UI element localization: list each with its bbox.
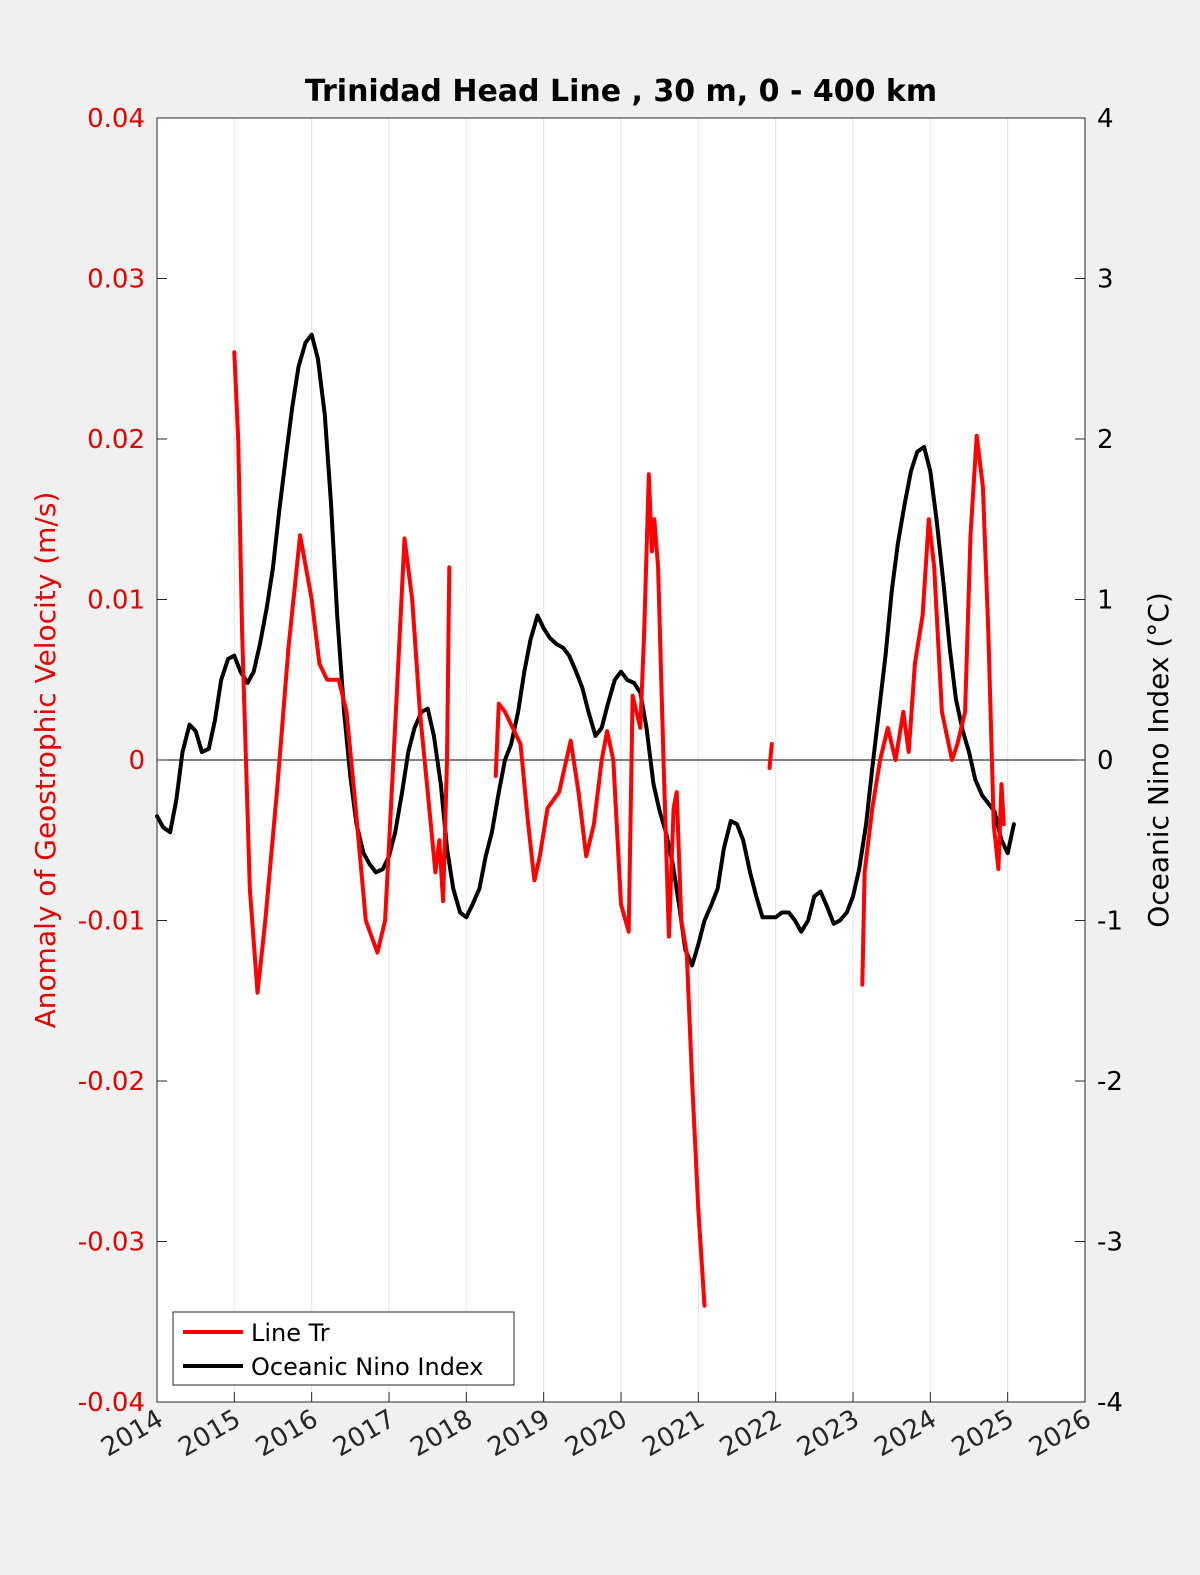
x-tick-label-2021: 2021 xyxy=(638,1404,710,1463)
series-line-tr-segment-1 xyxy=(493,472,707,1308)
right-tick-label-7: -3 xyxy=(1097,1228,1123,1258)
legend-label-line-tr: Line Tr xyxy=(251,1319,330,1347)
series-line-tr-segment-3 xyxy=(860,433,1006,987)
chart-title: Trinidad Head Line , 30 m, 0 - 400 km xyxy=(305,74,937,109)
right-y-axis: 4 3 2 1 0 -1 -2 -3 -4 xyxy=(1075,104,1123,1418)
right-tick-label-5: -1 xyxy=(1097,907,1123,937)
x-tick-label-2016: 2016 xyxy=(251,1404,323,1463)
left-tick-label-8: -0.04 xyxy=(78,1388,145,1418)
left-tick-label-0: 0.04 xyxy=(87,104,145,134)
x-tick-label-2017: 2017 xyxy=(328,1404,400,1463)
x-tick-label-2025: 2025 xyxy=(947,1404,1019,1463)
x-axis: 2014 2015 2016 2017 2018 2019 2020 2021 2022 2023… xyxy=(96,1392,1097,1463)
right-tick-label-6: -2 xyxy=(1097,1067,1123,1097)
x-tick-label-2018: 2018 xyxy=(406,1404,478,1463)
x-tick-label-2015: 2015 xyxy=(174,1404,246,1463)
right-tick-label-3: 1 xyxy=(1097,586,1114,616)
x-tick-label-2026: 2026 xyxy=(1024,1404,1096,1463)
x-tick-label-2020: 2020 xyxy=(560,1404,632,1463)
right-tick-label-4: 0 xyxy=(1097,746,1114,776)
legend: Line Tr Oceanic Nino Index xyxy=(172,1311,515,1386)
left-tick-label-1: 0.03 xyxy=(87,265,145,295)
series-line-tr-segment-2 xyxy=(767,742,774,770)
right-y-axis-label: Oceanic Nino Index (°C) xyxy=(1142,592,1175,928)
right-tick-label-1: 3 xyxy=(1097,265,1114,295)
right-tick-label-8: -4 xyxy=(1097,1388,1123,1418)
legend-label-oni: Oceanic Nino Index xyxy=(251,1353,483,1381)
right-tick-label-0: 4 xyxy=(1097,104,1114,134)
left-tick-label-6: -0.02 xyxy=(78,1067,145,1097)
x-tick-label-2023: 2023 xyxy=(792,1404,864,1463)
legend-box xyxy=(172,1311,515,1386)
left-tick-label-5: -0.01 xyxy=(78,907,145,937)
left-tick-label-2: 0.02 xyxy=(87,425,145,455)
left-tick-label-4: 0 xyxy=(128,746,145,776)
left-tick-label-7: -0.03 xyxy=(78,1228,145,1258)
left-tick-label-3: 0.01 xyxy=(87,586,145,616)
series-layer xyxy=(155,332,1016,1308)
x-tick-label-2019: 2019 xyxy=(483,1404,555,1463)
right-tick-label-2: 2 xyxy=(1097,425,1114,455)
left-y-axis: 0.04 0.03 0.02 0.01 0 -0.01 -0.02 -0.03 -0.04 xyxy=(78,104,167,1418)
series-oni-segment-0 xyxy=(155,332,1016,968)
x-tick-label-2024: 2024 xyxy=(870,1404,942,1463)
series-line-tr-segment-0 xyxy=(232,350,452,995)
left-y-axis-label: Anomaly of Geostrophic Velocity (m/s) xyxy=(29,492,62,1029)
x-tick-label-2022: 2022 xyxy=(715,1404,787,1463)
